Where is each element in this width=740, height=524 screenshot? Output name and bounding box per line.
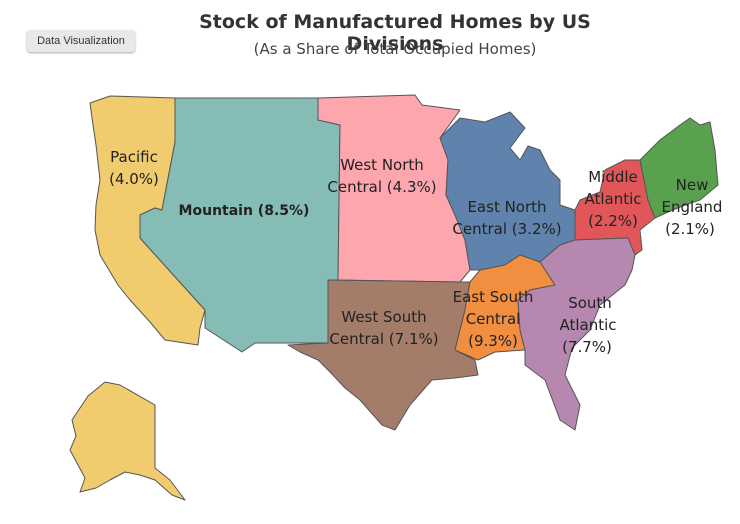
- new-england-label-line3: (2.1%): [665, 220, 715, 238]
- new-england-label-line1: New: [676, 176, 709, 194]
- mid-atlantic-label-line2: Atlantic: [584, 190, 641, 208]
- map-subtitle: (As a Share of Total Occupied Homes): [253, 40, 537, 58]
- wsc-label-line1: West South: [341, 308, 426, 326]
- esc-label-line3: (9.3%): [468, 332, 518, 350]
- map-title: Stock of Manufactured Homes by US Divisi…: [199, 11, 591, 55]
- region-alaska[interactable]: [69, 381, 186, 501]
- pacific-label-line2: (4.0%): [109, 170, 159, 188]
- mid-atlantic-label-line3: (2.2%): [588, 212, 638, 230]
- sa-label-line2: Atlantic: [559, 316, 616, 334]
- wnc-label-line1: West North: [340, 156, 424, 174]
- mountain-label: Mountain (8.5%): [179, 203, 310, 219]
- data-visualization-button[interactable]: Data Visualization: [27, 30, 135, 52]
- region-new-england[interactable]: [639, 117, 719, 219]
- wnc-label-line2: Central (4.3%): [327, 178, 436, 196]
- mid-atlantic-label-line1: Middle: [588, 168, 638, 186]
- sa-label-line3: (7.7%): [562, 338, 612, 356]
- enc-label-line1: East North: [467, 198, 546, 216]
- wsc-label-line2: Central (7.1%): [329, 330, 438, 348]
- esc-label-line2: Central: [466, 310, 521, 328]
- new-england-label-line2: England: [662, 198, 723, 216]
- region-south-atlantic[interactable]: [517, 237, 636, 431]
- pacific-label-line1: Pacific: [110, 148, 158, 166]
- enc-label-line2: Central (3.2%): [452, 220, 561, 238]
- sa-label-line1: South: [568, 294, 612, 312]
- esc-label-line1: East South: [453, 288, 534, 306]
